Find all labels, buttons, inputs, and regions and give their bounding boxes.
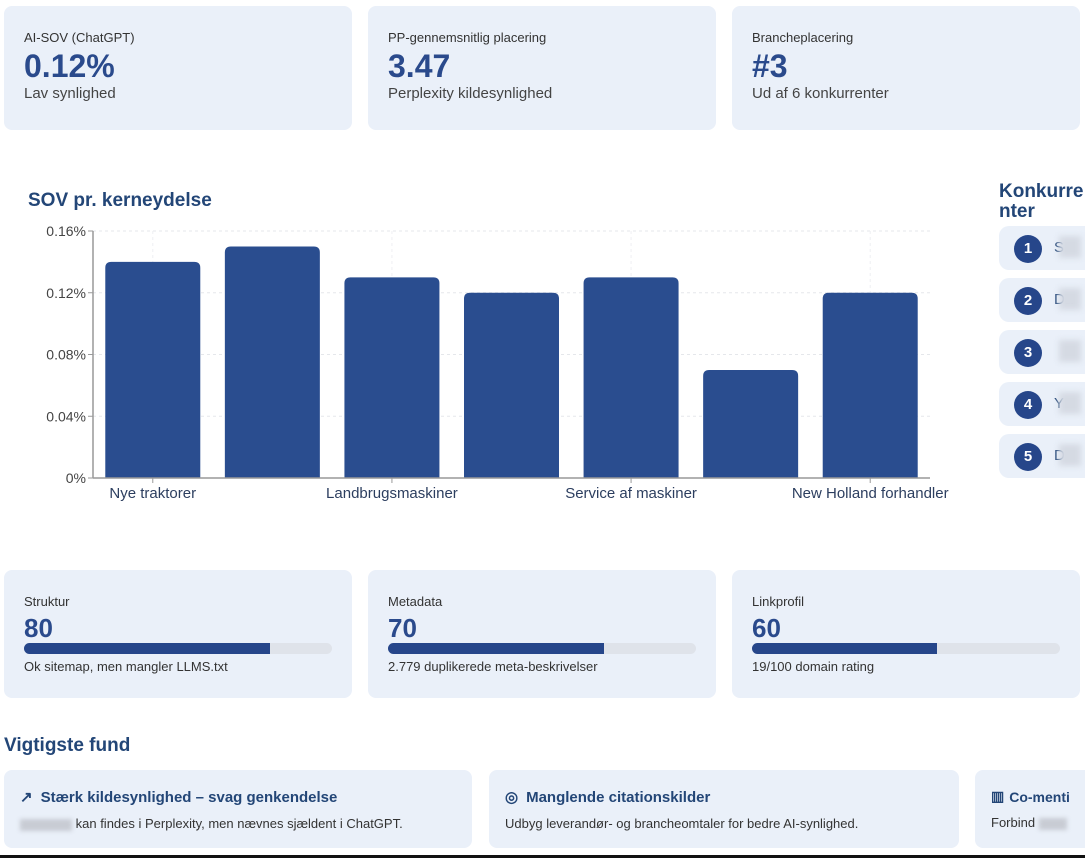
kpi-pp-placement: PP-gennemsnitlig placering 3.47 Perplexi… bbox=[368, 6, 716, 130]
bar bbox=[464, 292, 559, 478]
score-progress-bar bbox=[24, 643, 332, 654]
score-sub: 19/100 domain rating bbox=[752, 659, 875, 674]
sov-bar-chart: 0% 0.04% 0.08% 0.12% 0.16% Nye traktorer Landb… bbox=[46, 223, 949, 502]
competitor-item: 1S bbox=[999, 226, 1085, 270]
x-tick-label: New Holland forhandler bbox=[792, 485, 949, 502]
score-progress-bar bbox=[752, 643, 1060, 654]
score-sub: 2.779 duplikerede meta-beskrivelser bbox=[388, 659, 598, 674]
rank-badge: 4 bbox=[1014, 391, 1042, 419]
score-progress-bar bbox=[388, 643, 696, 654]
competitors-title: Konkurrenter bbox=[999, 181, 1084, 222]
kpi-sub: Ud af 6 konkurrenter bbox=[752, 85, 889, 102]
bar bbox=[105, 261, 201, 478]
bar-chart-icon: ▥ bbox=[991, 788, 1005, 804]
redacted-name bbox=[1059, 444, 1081, 466]
competitor-item: 3 bbox=[999, 330, 1085, 374]
finding-desc: Forbind bbox=[991, 815, 1036, 830]
finding-card: ↗ Stærk kildesynlighed – svag genkendelse… bbox=[4, 770, 472, 848]
x-tick-label: Service af maskiner bbox=[565, 485, 697, 502]
kpi-label: AI-SOV (ChatGPT) bbox=[24, 30, 135, 45]
bar bbox=[703, 369, 799, 478]
y-tick-label: 0.16% bbox=[46, 223, 86, 239]
finding-desc: kan findes i Perplexity, men nævnes sjæl… bbox=[75, 816, 403, 831]
chart-title: SOV pr. kerneydelse bbox=[28, 190, 212, 211]
finding-title: Co-menti bbox=[1009, 788, 1070, 805]
y-tick-label: 0.04% bbox=[46, 408, 86, 424]
finding-card: ◎ Manglende citationskilder Udbyg leveran… bbox=[489, 770, 959, 848]
score-struktur: Struktur 80 Ok sitemap, men mangler LLMS… bbox=[4, 570, 352, 698]
kpi-value: #3 bbox=[752, 48, 788, 84]
score-value: 80 bbox=[24, 613, 53, 643]
bottom-border bbox=[0, 855, 1085, 858]
kpi-label: Brancheplacering bbox=[752, 30, 854, 45]
competitor-item: 5D bbox=[999, 434, 1085, 478]
redacted-name bbox=[1059, 288, 1081, 310]
score-sub: Ok sitemap, men mangler LLMS.txt bbox=[24, 659, 228, 674]
rank-badge: 2 bbox=[1014, 287, 1042, 315]
finding-card: ▥ Co-menti Forbind bbox=[975, 770, 1085, 848]
competitor-item: 2Da bbox=[999, 278, 1085, 322]
kpi-value: 3.47 bbox=[388, 48, 451, 84]
bar bbox=[224, 246, 320, 478]
score-label: Struktur bbox=[24, 594, 70, 609]
y-tick-label: 0% bbox=[66, 470, 86, 486]
score-value: 70 bbox=[388, 613, 417, 643]
y-tick-label: 0.08% bbox=[46, 347, 86, 363]
bar bbox=[822, 292, 918, 478]
x-tick-label: Landbrugsmaskiner bbox=[326, 485, 458, 502]
redacted-name bbox=[1059, 340, 1081, 362]
trend-up-icon: ↗ bbox=[20, 789, 33, 806]
score-metadata: Metadata 70 2.779 duplikerede meta-beskr… bbox=[368, 570, 716, 698]
redacted-name bbox=[1038, 817, 1067, 830]
finding-title: Stærk kildesynlighed – svag genkendelse bbox=[40, 788, 338, 806]
score-label: Metadata bbox=[388, 594, 443, 609]
y-tick-label: 0.12% bbox=[46, 285, 86, 301]
finding-title: Manglende citationskilder bbox=[526, 788, 711, 806]
score-value: 60 bbox=[752, 613, 781, 643]
score-label: Linkprofil bbox=[752, 594, 805, 609]
competitor-item: 4Y bbox=[999, 382, 1085, 426]
kpi-ai-sov: AI-SOV (ChatGPT) 0.12% Lav synlighed bbox=[4, 6, 352, 130]
finding-desc: Udbyg leverandør- og brancheomtaler for … bbox=[505, 816, 859, 831]
rank-badge: 5 bbox=[1014, 443, 1042, 471]
redacted-name bbox=[1059, 236, 1081, 258]
bar bbox=[583, 277, 679, 478]
rank-badge: 3 bbox=[1014, 339, 1042, 367]
bar bbox=[344, 277, 440, 478]
kpi-industry-rank: Brancheplacering #3 Ud af 6 konkurrenter bbox=[732, 6, 1080, 130]
x-tick-label: Nye traktorer bbox=[109, 485, 196, 502]
kpi-label: PP-gennemsnitlig placering bbox=[388, 30, 547, 45]
kpi-sub: Lav synlighed bbox=[24, 85, 116, 102]
target-icon: ◎ bbox=[505, 789, 519, 806]
redacted-name bbox=[1059, 392, 1081, 414]
redacted-name bbox=[20, 818, 72, 831]
rank-badge: 1 bbox=[1014, 235, 1042, 263]
findings-title: Vigtigste fund bbox=[4, 735, 131, 756]
score-linkprofil: Linkprofil 60 19/100 domain rating bbox=[732, 570, 1080, 698]
kpi-sub: Perplexity kildesynlighed bbox=[388, 85, 553, 102]
kpi-value: 0.12% bbox=[24, 48, 115, 84]
